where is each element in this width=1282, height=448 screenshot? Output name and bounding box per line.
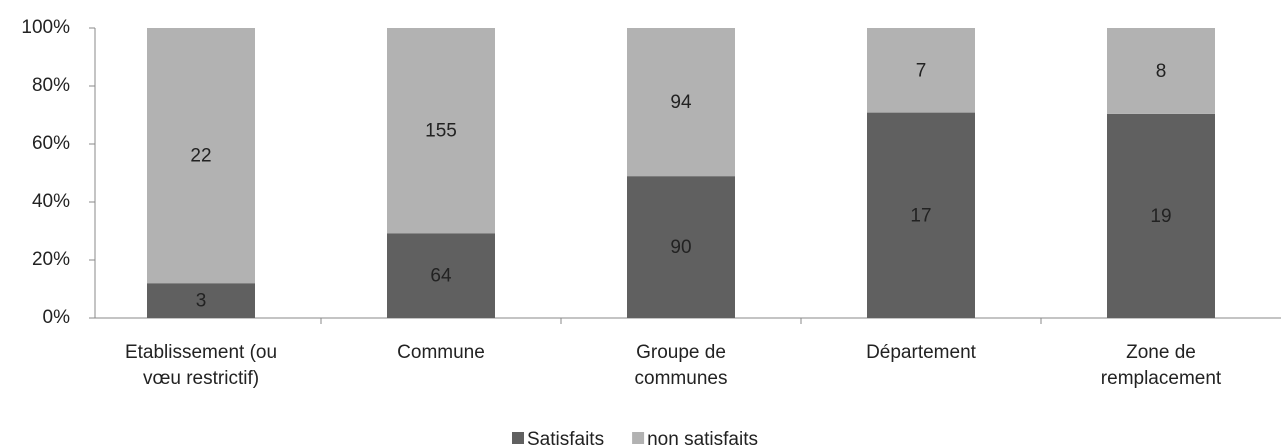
data-label: 3 — [196, 291, 207, 312]
y-tick-label: 40% — [32, 191, 70, 212]
legend-label: Satisfaits — [527, 429, 604, 448]
data-label: 7 — [916, 60, 927, 81]
x-tick-label: Zone de remplacement — [1100, 342, 1222, 389]
bar-segment — [147, 283, 255, 318]
data-label: 22 — [190, 146, 211, 167]
legend-label: non satisfaits — [647, 429, 758, 448]
y-tick-label: 0% — [43, 307, 71, 328]
x-tick-label: Commune — [397, 342, 485, 363]
data-label: 19 — [1150, 206, 1171, 227]
legend-swatch — [632, 432, 645, 444]
y-tick-label: 60% — [32, 133, 70, 154]
legend-swatch — [512, 432, 524, 444]
data-label: 64 — [430, 266, 452, 287]
bar-segment — [147, 28, 255, 284]
y-tick-label: 100% — [21, 17, 70, 38]
bar-segment — [627, 176, 735, 318]
data-label: 155 — [425, 121, 457, 142]
bar-segment — [1107, 113, 1215, 318]
x-tick-label: Groupe de communes — [634, 342, 728, 389]
data-label: 17 — [910, 205, 931, 226]
bar-segment — [627, 28, 735, 177]
x-tick-label: Département — [866, 342, 976, 363]
bar-segment — [867, 112, 975, 318]
bar-segment — [387, 28, 495, 234]
bar-segment — [1107, 28, 1215, 114]
bar-segment — [867, 28, 975, 113]
x-tick-label: Etablissement (ou vœu restrictif) — [124, 342, 278, 389]
data-label: 8 — [1156, 61, 1167, 82]
data-label: 94 — [670, 92, 692, 113]
bar-segment — [387, 233, 495, 318]
data-label: 90 — [670, 237, 691, 258]
y-tick-label: 20% — [32, 249, 70, 270]
y-tick-label: 80% — [32, 75, 70, 96]
